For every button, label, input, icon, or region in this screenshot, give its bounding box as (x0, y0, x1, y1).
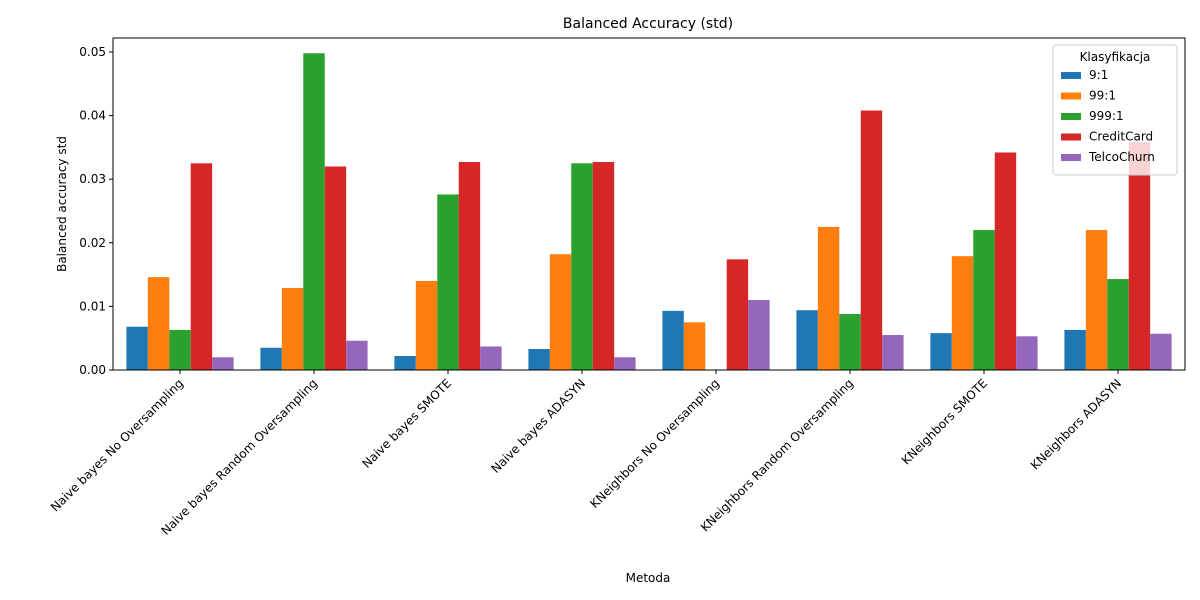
bar (190, 163, 213, 370)
bar (973, 230, 995, 370)
legend-label: TelcoChurn (1088, 150, 1155, 164)
y-axis: 0.00 0.01 0.02 0.03 0.04 0.05 (79, 45, 113, 377)
bar (281, 287, 304, 370)
legend-swatch (1061, 154, 1081, 161)
x-tick-label: KNeighbors No Oversampling (587, 376, 722, 511)
bar (951, 256, 974, 370)
y-tick-label: 0.03 (79, 172, 106, 186)
x-tick-label: Naive bayes ADASYN (489, 376, 589, 476)
x-tick-label: KNeighbors SMOTE (899, 376, 990, 467)
bar (212, 357, 234, 370)
x-tick-label: Naive bayes No Oversampling (48, 376, 186, 514)
bar (571, 163, 593, 370)
x-tick-label: Naive bayes Random Oversampling (158, 376, 320, 538)
legend-label: 99:1 (1089, 89, 1116, 103)
bar (1064, 329, 1086, 370)
legend-label: 9:1 (1089, 68, 1108, 82)
x-tick-label: KNeighbors ADASYN (1028, 376, 1124, 472)
bar (930, 333, 952, 370)
bar (346, 340, 368, 370)
bar (415, 280, 438, 370)
legend-label: CreditCard (1089, 130, 1153, 144)
legend-swatch (1061, 133, 1081, 141)
bar (662, 310, 684, 370)
y-tick-label: 0.02 (79, 236, 106, 250)
x-tick-label: Naive bayes SMOTE (360, 376, 455, 471)
legend-label: 999:1 (1089, 109, 1124, 123)
legend-swatch (1061, 72, 1081, 79)
bars-group (126, 53, 1172, 370)
y-tick-label: 0.05 (79, 45, 106, 59)
bar (1150, 333, 1172, 370)
bar (1128, 142, 1151, 370)
y-axis-title: Balanced accuracy std (55, 136, 69, 272)
bar (126, 326, 148, 370)
legend-box (1052, 44, 1178, 176)
bar (458, 162, 481, 370)
bar (169, 329, 191, 370)
bar (817, 226, 840, 370)
bar (882, 335, 904, 370)
bar (592, 162, 615, 370)
bar (748, 300, 770, 370)
bar (683, 322, 706, 370)
bar (549, 254, 572, 370)
bar (260, 347, 282, 370)
legend-swatch (1061, 113, 1081, 120)
bar (839, 314, 861, 370)
y-tick-label: 0.04 (79, 109, 106, 123)
y-tick-label: 0.01 (79, 299, 106, 313)
legend-items: 9:1 99:1 999:1 CreditCard TelcoChurn (1061, 68, 1155, 164)
legend-title: Klasyfikacja (1080, 50, 1151, 64)
chart-title: Balanced Accuracy (std) (563, 16, 733, 32)
bar (147, 277, 170, 370)
bar (1016, 336, 1038, 370)
bar (437, 194, 459, 370)
x-tick-label: KNeighbors Random Oversampling (698, 376, 856, 534)
bar (994, 152, 1017, 370)
bar (324, 166, 347, 370)
bar (860, 110, 883, 370)
bar (614, 357, 636, 370)
bar (394, 356, 416, 370)
bar (726, 259, 749, 370)
y-tick-label: 0.00 (79, 363, 106, 377)
plot-frame (112, 37, 1186, 371)
x-axis-title: Metoda (626, 571, 671, 585)
bar (303, 53, 325, 370)
legend: Klasyfikacja 9:1 99:1 999:1 CreditCard Telco… (1052, 44, 1178, 176)
bar (528, 349, 550, 370)
bar (796, 310, 818, 370)
legend-swatch (1061, 92, 1081, 100)
bar (1107, 279, 1129, 370)
bar (480, 346, 502, 370)
bar (1085, 230, 1108, 370)
